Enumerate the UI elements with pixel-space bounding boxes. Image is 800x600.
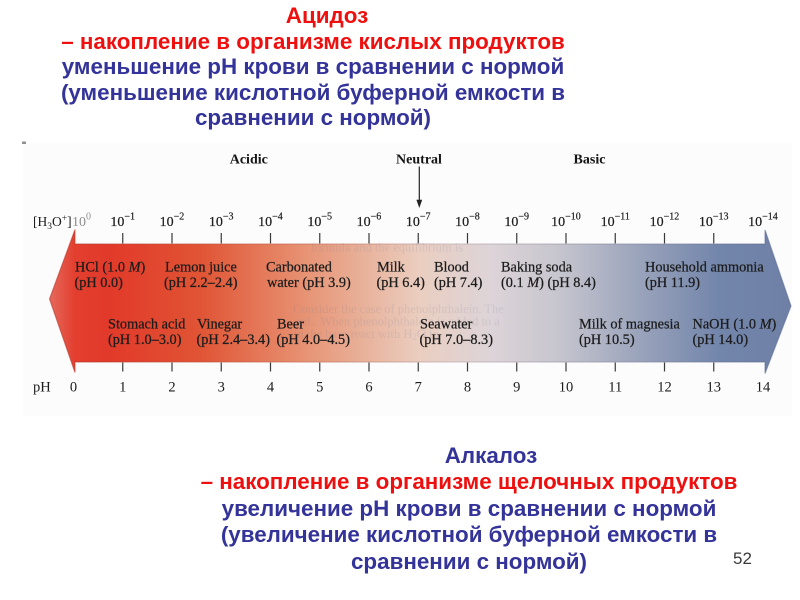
svg-text:(pH 14.0): (pH 14.0): [693, 332, 749, 348]
svg-text:Consider the case of phenolpht: Consider the case of phenolphthalein. Th…: [293, 302, 504, 316]
svg-text:7: 7: [415, 380, 422, 396]
svg-text:10: 10: [559, 380, 574, 396]
svg-text:(pH 2.4–3.4): (pH 2.4–3.4): [197, 332, 271, 348]
svg-text:mL. When phenolphthalein is ad: mL. When phenolphthalein is added to a: [297, 315, 500, 329]
svg-text:(pH 1.0–3.0): (pH 1.0–3.0): [108, 332, 182, 348]
svg-text:4: 4: [267, 380, 275, 396]
svg-text:Basic: Basic: [574, 153, 606, 168]
svg-text:14: 14: [756, 380, 771, 396]
svg-text:0: 0: [70, 380, 77, 396]
svg-text:Household ammonia: Household ammonia: [645, 260, 764, 276]
svg-text:13: 13: [707, 380, 722, 396]
svg-text:(pH 11.9): (pH 11.9): [645, 275, 700, 291]
svg-text:pH: pH: [33, 380, 51, 396]
svg-text:(pH 0.0): (pH 0.0): [75, 275, 124, 291]
svg-text:(0.1 M) (pH 8.4): (0.1 M) (pH 8.4): [501, 275, 596, 291]
svg-text:(pH 7.0–8.3): (pH 7.0–8.3): [420, 332, 494, 348]
svg-text:in the base react with H2O to: in the base react with H2O to: [294, 327, 439, 342]
svg-text:8: 8: [464, 380, 471, 396]
svg-text:Milk of magnesia: Milk of magnesia: [579, 317, 681, 333]
svg-text:Carbonated: Carbonated: [266, 260, 332, 276]
svg-text:(pH 2.2–2.4): (pH 2.2–2.4): [164, 275, 238, 291]
svg-text:Acidic: Acidic: [230, 153, 268, 168]
svg-text:(pH 6.4): (pH 6.4): [377, 275, 426, 291]
svg-text:6: 6: [365, 380, 372, 396]
svg-text:3: 3: [218, 380, 225, 396]
svg-text:(pH 7.4): (pH 7.4): [434, 275, 483, 291]
svg-text:Milk: Milk: [377, 260, 406, 276]
svg-text:Vinegar: Vinegar: [197, 317, 242, 333]
svg-text:1: 1: [119, 380, 126, 396]
svg-text:(pH 10.5): (pH 10.5): [579, 332, 635, 348]
svg-text:12: 12: [657, 380, 672, 396]
svg-text:Lemon juice: Lemon juice: [165, 260, 237, 276]
svg-text:5: 5: [316, 380, 323, 396]
svg-text:Stomach acid: Stomach acid: [108, 317, 185, 333]
svg-text:(pH 4.0–4.5): (pH 4.0–4.5): [277, 332, 351, 348]
svg-text:formula and the equilibrium is: formula and the equilibrium is: [311, 241, 463, 255]
svg-text:2: 2: [168, 380, 175, 396]
svg-text:Seawater: Seawater: [420, 317, 473, 333]
svg-text:Neutral: Neutral: [396, 153, 442, 168]
svg-text:water (pH 3.9): water (pH 3.9): [267, 275, 351, 291]
svg-text:HCl (1.0 M): HCl (1.0 M): [75, 260, 146, 276]
svg-text:11: 11: [608, 380, 622, 396]
svg-text:Baking soda: Baking soda: [501, 260, 573, 276]
svg-text:9: 9: [513, 380, 520, 396]
svg-text:Blood: Blood: [434, 260, 469, 276]
svg-text:Beer: Beer: [277, 317, 304, 333]
svg-text:NaOH (1.0 M): NaOH (1.0 M): [693, 317, 777, 333]
